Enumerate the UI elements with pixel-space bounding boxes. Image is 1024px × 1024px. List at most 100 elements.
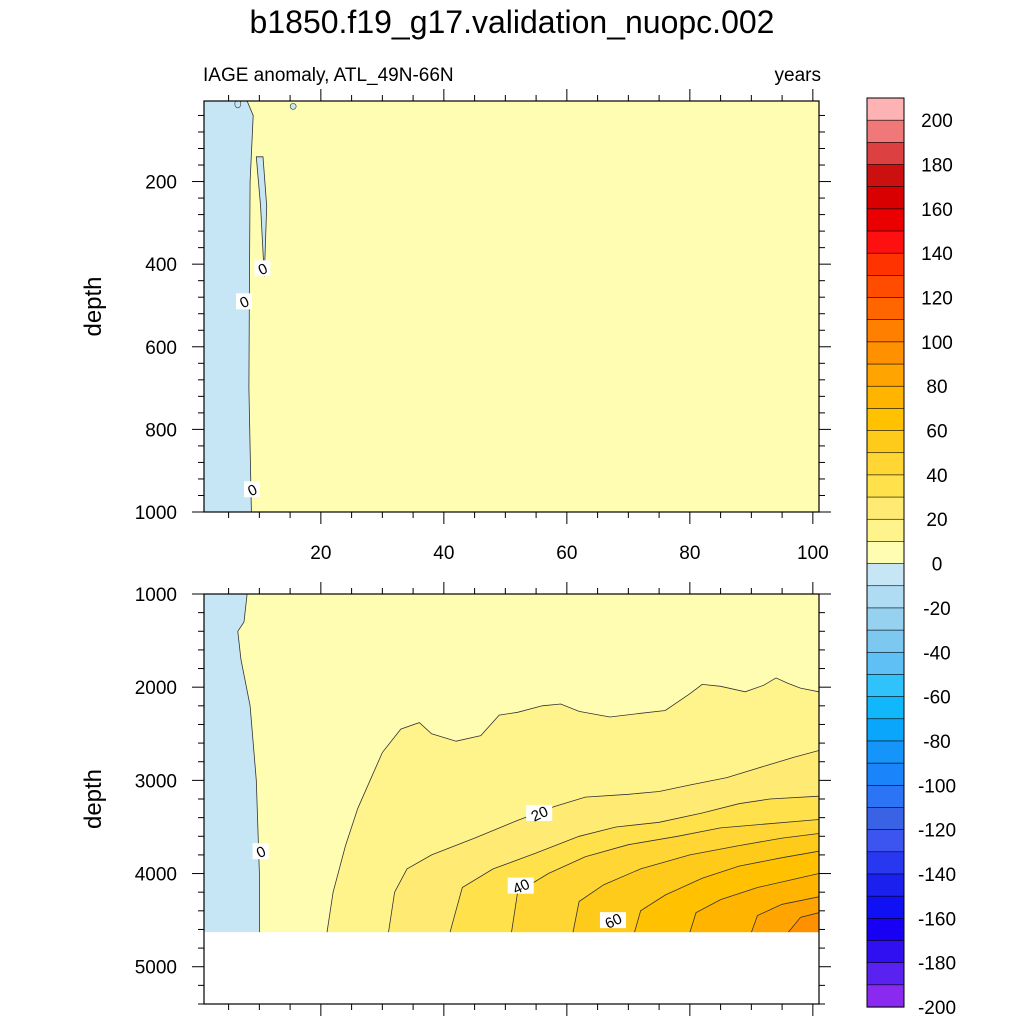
colorbar-swatch — [866, 518, 905, 543]
x-tick-label: 40 — [433, 543, 454, 564]
colorbar-label: 80 — [926, 377, 947, 398]
colorbar-swatch — [866, 252, 905, 276]
y-tick-label: 800 — [145, 420, 177, 441]
contour-label-bg — [599, 912, 626, 929]
plot-frame — [203, 100, 820, 513]
region-negative — [204, 101, 254, 512]
contour-label-text: 40 — [510, 876, 532, 898]
y-tick-label: 600 — [145, 338, 177, 359]
colorbar-swatch — [866, 762, 905, 786]
colorbar-swatch — [866, 718, 905, 742]
colorbar-label: -20 — [923, 599, 950, 620]
y-axis-label: depth — [80, 769, 107, 829]
x-tick-label: 60 — [556, 543, 577, 564]
colorbar-swatch — [866, 696, 905, 720]
colorbar-label: 200 — [921, 111, 953, 132]
x-tick-label: 100 — [797, 543, 829, 564]
colorbar-label: -120 — [918, 821, 956, 842]
colorbar-swatch — [866, 119, 905, 143]
colorbar-swatch — [866, 895, 905, 919]
colorbar-swatch — [866, 452, 905, 476]
contour-label: 0 — [254, 260, 270, 279]
contour-label-text: 20 — [529, 803, 551, 825]
contour-line-25 — [449, 795, 819, 933]
contour-fills — [204, 594, 819, 1004]
colorbar-label: -160 — [918, 909, 956, 930]
contour-label: 60 — [599, 910, 626, 933]
negative-spot — [289, 103, 297, 110]
contour-line-20 — [388, 750, 819, 933]
colorbar-swatch — [866, 474, 905, 498]
subtitle-left: IAGE anomaly, ATL_49N-66N — [203, 65, 454, 86]
colorbar-label: 160 — [921, 200, 953, 221]
contour-line-40 — [634, 850, 819, 933]
contour-label-bg — [507, 877, 534, 894]
contour-line-50 — [751, 896, 819, 933]
colorbar-label: 20 — [926, 510, 947, 531]
contour-fills — [204, 101, 819, 512]
y-tick-label: 2000 — [135, 678, 177, 699]
colorbar-swatch — [866, 164, 905, 188]
colorbar-swatch — [866, 275, 905, 299]
colorbar-swatch — [866, 651, 905, 676]
y-tick-label: 1000 — [135, 503, 177, 524]
region-positive — [204, 101, 819, 512]
y-axis-label: depth — [80, 276, 107, 336]
contour-label-bg — [243, 481, 260, 498]
colorbar-label: -60 — [923, 688, 950, 709]
y-tick-label: 4000 — [135, 865, 177, 886]
colorbar-swatch — [866, 430, 905, 454]
colorbar-swatch — [866, 496, 905, 520]
colorbar-label: 100 — [921, 333, 953, 354]
contour-line-55 — [787, 912, 819, 933]
contour-label: 0 — [252, 843, 269, 862]
colorbar-swatch — [866, 984, 905, 1008]
negative-spot — [234, 101, 242, 109]
colorbar-label: -140 — [918, 865, 956, 886]
contour-line-10 — [326, 677, 819, 933]
colorbar: 200180160140120100806040200-20-40-60-80-… — [866, 97, 956, 1019]
colorbar-swatch — [866, 563, 905, 587]
colorbar-label: 120 — [921, 289, 953, 310]
lower-panel: 0 20 40 60 1000 2000 3000 4000 5000 depth — [80, 582, 831, 1016]
colorbar-swatch — [866, 674, 905, 698]
colorbar-swatch — [866, 829, 905, 853]
contour-label: 0 — [235, 293, 252, 312]
colorbar-swatch — [866, 851, 905, 875]
contour-label-bg — [235, 293, 252, 310]
colorbar-label: 0 — [932, 555, 943, 576]
colorbar-swatch — [866, 208, 905, 232]
colorbar-swatch — [866, 230, 905, 254]
axes: 1000 2000 3000 4000 5000 depth — [80, 582, 831, 1016]
colorbar-label: -100 — [918, 776, 956, 797]
colorbar-swatch — [866, 740, 905, 764]
contour-label: 0 — [243, 481, 260, 500]
contour-label-bg — [526, 804, 553, 821]
colorbar-swatch — [866, 97, 905, 121]
x-tick-label: 80 — [679, 543, 700, 564]
colorbar-swatch — [866, 541, 905, 565]
colorbar-label: 140 — [921, 244, 953, 265]
y-tick-label: 200 — [145, 173, 177, 194]
y-tick-label: 3000 — [135, 771, 177, 792]
colorbar-label: -40 — [923, 643, 950, 664]
colorbar-swatch — [866, 784, 905, 809]
figure-title: b1850.f19_g17.validation_nuopc.002 — [250, 4, 775, 40]
colorbar-swatch — [866, 807, 905, 831]
x-tick-label: 20 — [310, 543, 331, 564]
colorbar-swatch — [866, 408, 905, 432]
contour-band-55 — [788, 912, 819, 933]
contour-line-35 — [572, 833, 819, 933]
colorbar-swatch — [866, 607, 905, 631]
colorbar-swatch — [866, 297, 905, 321]
contour-label-text: 60 — [602, 910, 624, 932]
contour-label-bg — [252, 843, 269, 860]
colorbar-swatch — [866, 873, 905, 897]
y-tick-label: 5000 — [135, 958, 177, 979]
colorbar-label: 60 — [926, 422, 947, 443]
contour-label: 20 — [526, 803, 553, 826]
colorbar-label: 40 — [926, 466, 947, 487]
negative-lens — [255, 156, 268, 277]
y-tick-label: 400 — [145, 255, 177, 276]
